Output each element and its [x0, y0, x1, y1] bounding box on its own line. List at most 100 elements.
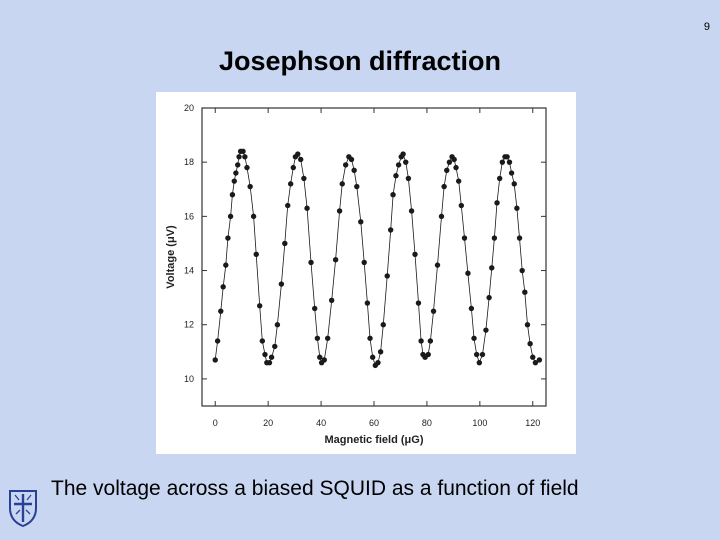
data-point	[214, 338, 221, 344]
data-point	[380, 322, 386, 328]
data-point	[369, 354, 376, 360]
data-point	[530, 354, 536, 360]
data-point	[451, 156, 457, 163]
data-point	[367, 335, 373, 341]
data-point	[425, 351, 431, 358]
data-point	[361, 259, 367, 266]
data-point	[223, 262, 229, 268]
x-tick-label: 120	[525, 418, 540, 428]
data-point	[321, 357, 327, 363]
data-point	[455, 178, 462, 184]
data-point	[218, 308, 224, 314]
data-point	[328, 297, 335, 304]
data-point	[412, 251, 418, 257]
data-point	[304, 205, 310, 211]
data-point	[278, 281, 285, 287]
data-point	[253, 251, 259, 257]
data-point	[235, 162, 241, 168]
data-point	[242, 154, 248, 160]
x-axis-label: Magnetic field (μG)	[324, 434, 423, 446]
data-point	[308, 259, 314, 266]
data-point	[403, 159, 409, 165]
y-axis-label: Voltage (μV)	[165, 225, 177, 289]
data-point	[262, 351, 268, 358]
data-point	[317, 354, 323, 360]
data-point	[427, 338, 434, 344]
data-point	[465, 270, 471, 276]
data-point	[491, 235, 498, 241]
data-point	[519, 267, 525, 274]
series-line	[214, 150, 540, 367]
chart-figure: 10 12 14 16 18 20 0 20 40 60 80 100 120 Magnetic fiel…	[156, 92, 576, 454]
data-point	[489, 265, 495, 271]
data-point	[458, 202, 465, 209]
data-point	[268, 354, 275, 360]
data-point	[468, 305, 475, 312]
data-point	[438, 213, 445, 220]
data-point	[461, 235, 468, 241]
data-point	[290, 164, 296, 171]
data-point	[227, 213, 234, 220]
data-point	[287, 181, 294, 187]
data-point	[415, 300, 422, 306]
data-point	[527, 340, 533, 347]
x-tick-label: 20	[263, 418, 273, 428]
data-point	[336, 208, 343, 214]
data-point	[272, 343, 278, 350]
data-point	[418, 338, 424, 344]
data-point	[285, 202, 291, 209]
data-point	[504, 154, 510, 160]
data-point	[536, 357, 543, 363]
data-point	[332, 257, 339, 263]
data-point	[434, 262, 441, 268]
data-point	[220, 284, 226, 290]
josephson-chart: 10 12 14 16 18 20 0 20 40 60 80 100 120 Magnetic fiel…	[165, 103, 547, 446]
data-point	[473, 351, 480, 358]
x-tick-label: 60	[369, 418, 379, 428]
data-point	[348, 156, 355, 163]
data-point	[483, 327, 489, 333]
data-point	[524, 322, 531, 328]
data-point	[240, 148, 246, 155]
data-point	[441, 183, 447, 190]
x-tick-label: 0	[213, 418, 218, 428]
data-point	[453, 164, 459, 171]
data-point	[377, 349, 384, 355]
data-point	[384, 273, 390, 279]
university-crest-icon	[9, 490, 37, 528]
data-point	[247, 183, 253, 190]
data-point	[301, 175, 307, 182]
data-point	[314, 335, 321, 341]
slide-title: Josephson diffraction	[218, 46, 502, 76]
data-point	[390, 191, 396, 198]
data-point	[256, 303, 263, 309]
data-point	[339, 181, 345, 187]
data-point	[229, 191, 236, 198]
data-point	[511, 181, 517, 187]
data-point	[430, 308, 437, 314]
data-point	[446, 159, 453, 165]
y-tick-label: 14	[184, 266, 194, 276]
data-point	[266, 359, 273, 366]
data-point	[516, 235, 523, 241]
data-point	[324, 335, 331, 341]
data-point	[506, 159, 513, 165]
data-point	[494, 200, 500, 206]
data-point	[259, 338, 266, 344]
data-point	[274, 322, 281, 328]
data-point	[532, 359, 539, 366]
data-point	[405, 175, 412, 182]
y-tick-label: 12	[184, 320, 194, 330]
data-point	[351, 167, 357, 174]
data-point	[282, 240, 288, 247]
data-point	[479, 351, 486, 358]
data-point	[250, 213, 257, 220]
data-point	[471, 335, 477, 341]
data-point	[393, 173, 399, 179]
x-tick-label: 40	[316, 418, 326, 428]
data-point	[358, 219, 364, 225]
data-point	[499, 159, 506, 165]
data-point	[508, 170, 515, 176]
x-tick-label: 80	[422, 418, 432, 428]
data-point	[476, 359, 483, 366]
